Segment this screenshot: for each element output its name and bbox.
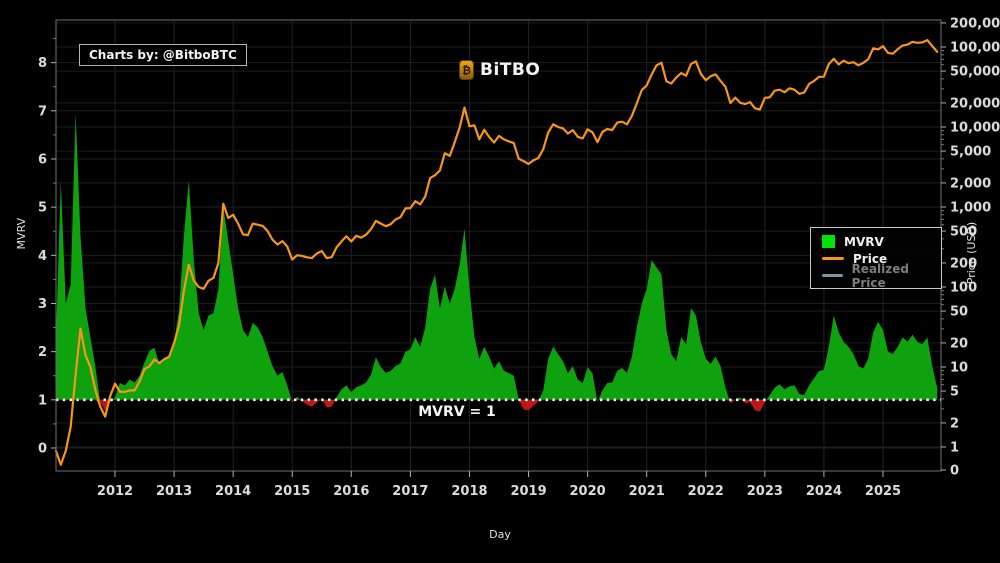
axis-tick-label: 0 (950, 464, 959, 479)
bitbo-logo-text: BiTBO (480, 60, 541, 80)
axis-tick-label: 3 (38, 297, 47, 312)
axis-tick-label: 2017 (392, 484, 428, 499)
axis-tick-label: 50 (950, 305, 968, 320)
legend-item-label: MVRV (844, 234, 884, 249)
axis-tick-label: 2018 (451, 484, 487, 499)
axis-tick-label: 2025 (865, 484, 901, 499)
right-axis-title: Price (USD) (965, 222, 978, 284)
axis-tick-label: 7 (38, 104, 47, 119)
axis-tick-label: 10 (950, 361, 968, 376)
axis-tick-label: 1 (38, 393, 47, 408)
axis-tick-label: 6 (38, 152, 47, 167)
charts-by-badge: Charts by: @BitboBTC (79, 44, 247, 66)
legend-item-label: Price (853, 251, 888, 266)
axis-tick-label: 2013 (156, 484, 192, 499)
x-axis-title: Day (489, 528, 511, 541)
price-swatch-icon (822, 257, 844, 260)
axis-tick-label: 0 (38, 442, 47, 457)
axis-tick-label: 200 (950, 256, 977, 271)
axis-tick-label: 2024 (806, 484, 842, 499)
axis-tick-label: 50,000 (950, 65, 1000, 80)
legend-item-price[interactable]: Price (811, 250, 941, 267)
axis-tick-label: 1 (950, 441, 959, 456)
bitcoin-coin-icon: ₿ (459, 60, 474, 80)
legend-item-mvrv[interactable]: MVRV (811, 233, 941, 250)
axis-tick-label: 2 (38, 345, 47, 360)
axis-tick-label: 100,000 (950, 41, 1000, 56)
axis-tick-label: 20,000 (950, 96, 1000, 111)
legend-item-label: Realized Price (851, 261, 909, 290)
axis-tick-label: 1,000 (950, 201, 991, 216)
axis-tick-label: 5 (950, 385, 959, 400)
axis-tick-label: 2016 (333, 484, 369, 499)
axis-tick-label: 2012 (97, 484, 133, 499)
axis-tick-label: 5 (38, 201, 47, 216)
axis-tick-label: 200,000 (950, 16, 1000, 31)
left-axis-title: MVRV (15, 217, 28, 249)
axis-tick-label: 2023 (747, 484, 783, 499)
axis-tick-label: 20 (950, 336, 968, 351)
realized-price-swatch-icon (822, 274, 843, 277)
axis-tick-label: 2015 (274, 484, 310, 499)
axis-labels: 0 1 2 3 4 5 6 7 8 200,000 100,000 50,000 20,000 10,00… (15, 16, 1000, 541)
axis-tick-label: 8 (38, 56, 47, 71)
price-series (54, 39, 939, 466)
axis-tick-label: 500 (950, 225, 977, 240)
axis-tick-label: 100 (950, 281, 977, 296)
axis-tick-label: 2021 (629, 484, 665, 499)
mvrv-swatch-icon (822, 235, 835, 248)
axis-tick-label: 2014 (215, 484, 251, 499)
axis-tick-label: 2022 (688, 484, 724, 499)
axis-tick-label: 4 (38, 249, 47, 264)
mvrv-equals-1-label: MVRV = 1 (418, 404, 496, 420)
axis-tick-label: 2 (950, 416, 959, 431)
price-line-series (54, 39, 939, 466)
bitbo-logo: ₿ BiTBO (459, 60, 540, 80)
axis-tick-label: 10,000 (950, 121, 1000, 136)
legend: MVRV Price Realized Price (810, 227, 942, 290)
axis-tick-label: 2019 (510, 484, 546, 499)
axis-tick-label: 2,000 (950, 176, 991, 191)
axis-tick-label: 2020 (570, 484, 606, 499)
axis-tick-label: 5,000 (950, 145, 991, 160)
legend-item-realized-price[interactable]: Realized Price (811, 262, 941, 290)
